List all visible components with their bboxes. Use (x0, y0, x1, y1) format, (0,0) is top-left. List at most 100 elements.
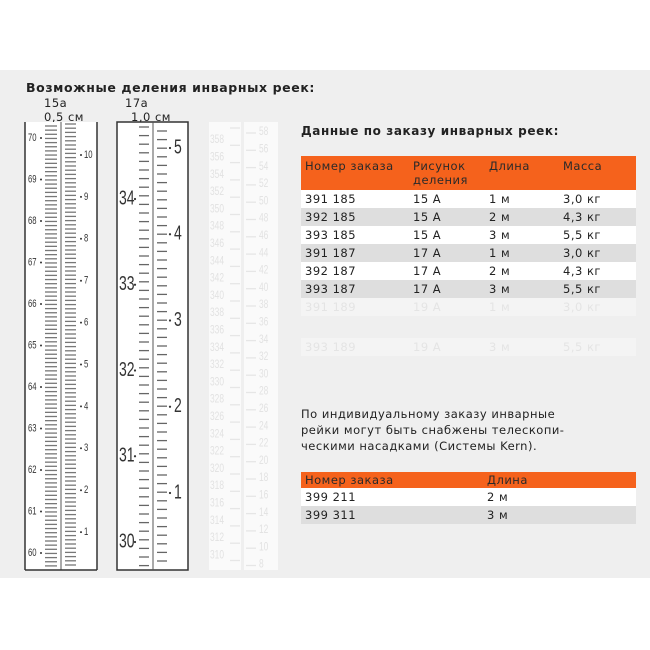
col-division-pattern: Рисунок деления (409, 156, 485, 190)
ruler-17a-code: 17a (125, 96, 149, 110)
faded-ruler-label: 50 (259, 195, 269, 208)
faded-ruler-label: 18 (259, 472, 269, 485)
ruler-label: 6 (84, 316, 88, 329)
faded-ruler-label: 16 (259, 489, 269, 502)
ruler-label: 69 (28, 173, 37, 186)
faded-ruler-label: 36 (259, 316, 269, 329)
faded-ruler-label: 338 (210, 307, 224, 320)
ruler-label: 70 (28, 132, 37, 145)
faded-ruler-label: 28 (259, 385, 269, 398)
faded-ruler-label: 352 (210, 186, 224, 199)
table-cell: 392 187 (301, 262, 409, 280)
ruler-label: 2 (84, 484, 88, 497)
tick-dot (168, 405, 172, 408)
faded-ruler-label: 358 (210, 134, 224, 147)
ruler-17a-step: 1,0 см (131, 110, 171, 124)
table-cell: 392 185 (301, 208, 409, 226)
tick-dot (168, 233, 172, 236)
faded-ruler-label: 24 (259, 420, 269, 433)
order-table: Номер заказа Рисунок деления Длина Масса… (301, 156, 636, 356)
faded-ruler-label: 318 (210, 480, 224, 493)
ruler-label: 62 (28, 464, 37, 477)
tick-dot (168, 146, 172, 150)
faded-ruler-label: 26 (259, 403, 269, 416)
table-cell: 5,5 кг (559, 338, 636, 356)
col-order-number: Номер заказа (301, 472, 483, 488)
faded-ruler-label: 14 (259, 506, 269, 519)
table-cell: 1 м (485, 244, 559, 262)
table-cell: 1 м (485, 190, 559, 208)
faded-ruler-label: 58 (259, 126, 269, 139)
order-data-title: Данные по заказу инварных реек: (301, 124, 559, 138)
ruler-label: 31 (119, 443, 135, 466)
table-cell: 15 A (409, 226, 485, 244)
col-length: Длина (483, 472, 636, 488)
table-cell: 17 A (409, 244, 485, 262)
table-cell: 3 м (485, 338, 559, 356)
spacer-row (301, 316, 636, 338)
table-cell: 4,3 кг (559, 262, 636, 280)
table-cell: 393 189 (301, 338, 409, 356)
ruler-label: 66 (28, 298, 37, 311)
faded-ruler-label: 22 (259, 437, 269, 450)
ruler-label: 3 (84, 442, 88, 455)
faded-ruler-label: 42 (259, 264, 269, 277)
faded-ruler-label: 340 (210, 290, 224, 303)
ruler-label: 65 (28, 339, 37, 352)
table-cell: 2 м (483, 488, 636, 506)
ruler-label: 9 (84, 191, 88, 204)
ruler-label: 33 (119, 271, 135, 294)
faded-ruler-label: 320 (210, 463, 224, 476)
faded-ruler-label: 336 (210, 324, 224, 337)
table-cell: 19 A (409, 338, 485, 356)
faded-ruler-label: 10 (259, 541, 269, 554)
tick-dot (40, 344, 42, 347)
faded-ruler-label: 316 (210, 497, 224, 510)
table-cell: 391 187 (301, 244, 409, 262)
tick-dot (80, 195, 82, 198)
ruler-illustrations: 7069686766656463626160109876543213433323… (24, 121, 278, 571)
ruler-label: 1 (174, 480, 182, 503)
tick-dot (80, 279, 82, 282)
faded-ruler-label: 334 (210, 341, 224, 354)
faded-ruler-label: 38 (259, 299, 269, 312)
tick-dot (80, 489, 82, 492)
tick-dot (40, 552, 42, 554)
faded-ruler-label: 20 (259, 455, 269, 468)
faded-ruler-label: 48 (259, 212, 269, 225)
table-cell: 1 м (485, 298, 559, 316)
table-cell: 15 A (409, 208, 485, 226)
note-line: По индивидуальному заказу инварные (301, 407, 556, 421)
ruler-label: 10 (84, 149, 93, 162)
ruler-label: 60 (28, 547, 37, 560)
table-cell: 391 189 (301, 298, 409, 316)
tick-dot (133, 283, 137, 286)
telescopic-note: По индивидуальному заказу инварные рейки… (301, 406, 601, 454)
faded-ruler-label: 44 (259, 247, 269, 260)
col-mass: Масса (559, 156, 636, 190)
faded-ruler-label: 314 (210, 514, 224, 527)
tick-dot (80, 321, 82, 324)
table-cell: 3 м (485, 226, 559, 244)
ruler-label: 8 (84, 232, 88, 245)
faded-ruler-label: 348 (210, 220, 224, 233)
table-cell: 3,0 кг (559, 190, 636, 208)
table-row: 399 311 3 м (301, 506, 636, 524)
ruler-label: 32 (119, 357, 135, 380)
faded-ruler-label: 40 (259, 282, 269, 295)
faded-ruler-label: 12 (259, 524, 269, 537)
tick-dot (133, 540, 137, 544)
faded-ruler-label: 344 (210, 255, 224, 268)
col-length: Длина (485, 156, 559, 190)
table-cell: 15 A (409, 190, 485, 208)
faded-ruler-label: 342 (210, 272, 224, 285)
ruler-label: 1 (84, 526, 88, 539)
tick-dot (40, 427, 42, 430)
faded-ruler-label: 8 (259, 558, 264, 571)
ruler-label: 2 (174, 393, 182, 416)
